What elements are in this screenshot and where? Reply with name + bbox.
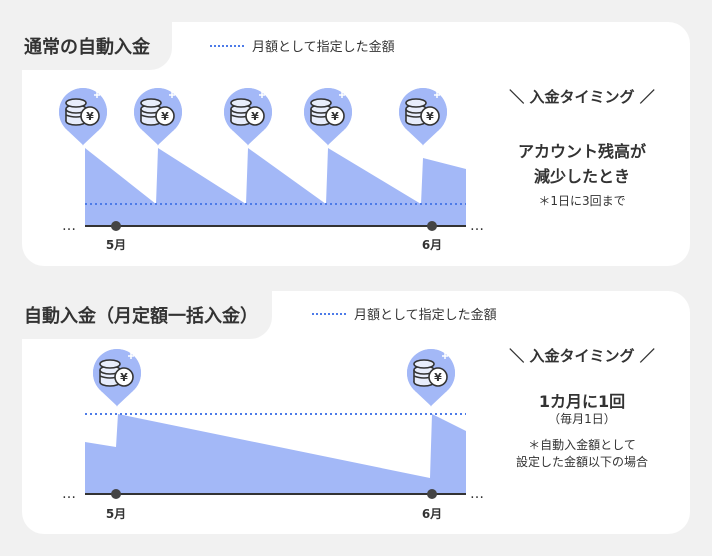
tick-label-may: 5月 bbox=[106, 238, 126, 252]
timing-condition-monthly: 1カ月に1回 bbox=[538, 392, 626, 411]
tick-may bbox=[111, 221, 121, 231]
coin-yen-icon bbox=[398, 87, 448, 147]
coin-yen-icon bbox=[303, 87, 353, 147]
legend-normal-label: 月額として指定した金額 bbox=[252, 40, 395, 55]
axis-ellipsis-left: … bbox=[62, 486, 76, 502]
section-normal-title: 通常の自動入金 bbox=[0, 22, 172, 70]
tick-june bbox=[427, 221, 437, 231]
timing-note-monthly: ＊自動入金額として 設定した金額以下の場合 bbox=[515, 438, 648, 469]
timing-heading-monthly: ＼ 入金タイミング ／ bbox=[509, 347, 655, 365]
tick-june bbox=[427, 489, 437, 499]
tick-label-may: 5月 bbox=[106, 507, 126, 521]
dotted-line-icon bbox=[210, 44, 244, 47]
timing-condition-normal: アカウント残高が 減少したとき bbox=[517, 142, 646, 186]
timing-note-normal: ＊1日に3回まで bbox=[538, 194, 626, 208]
balance-area bbox=[85, 414, 466, 494]
legend-monthly-label: 月額として指定した金額 bbox=[354, 308, 497, 323]
axis-ellipsis-right: … bbox=[470, 218, 484, 234]
section-monthly-title: 自動入金（月定額一括入金） bbox=[0, 291, 272, 339]
dotted-line-icon bbox=[312, 312, 346, 315]
tick-may bbox=[111, 489, 121, 499]
tick-label-june: 6月 bbox=[422, 238, 442, 252]
diagram-monthly: … … 5月 6月 bbox=[62, 348, 484, 521]
coin-yen-icon bbox=[133, 87, 183, 147]
timing-paren-monthly: （毎月1日） bbox=[548, 412, 616, 426]
balance-area bbox=[85, 148, 466, 226]
tick-label-june: 6月 bbox=[422, 507, 442, 521]
legend-normal: 月額として指定した金額 bbox=[210, 36, 395, 55]
coin-yen-icon bbox=[406, 348, 456, 408]
axis-ellipsis-left: … bbox=[62, 218, 76, 234]
legend-monthly: 月額として指定した金額 bbox=[312, 304, 497, 323]
timing-heading-normal: ＼ 入金タイミング ／ bbox=[509, 88, 655, 106]
coin-yen-icon bbox=[92, 348, 142, 408]
axis-ellipsis-right: … bbox=[470, 486, 484, 502]
coin-yen-icon bbox=[58, 87, 108, 147]
coin-yen-icon bbox=[223, 87, 273, 147]
diagram-normal: … … 5月 6月 bbox=[58, 87, 484, 252]
